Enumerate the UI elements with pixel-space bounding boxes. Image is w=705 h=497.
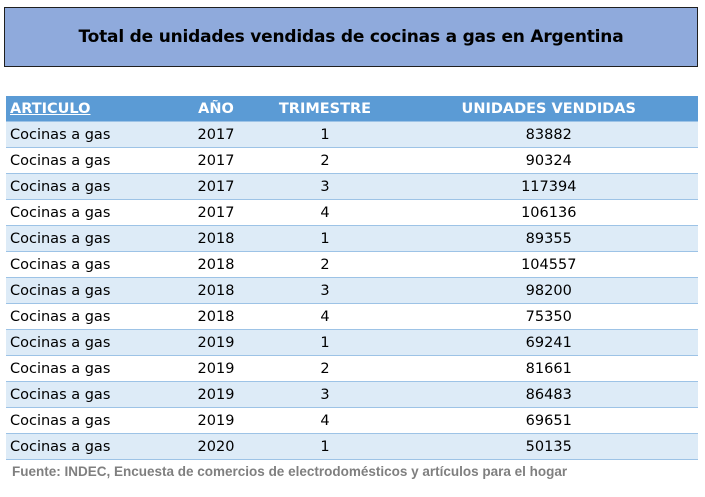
source-note: Fuente: INDEC, Encuesta de comercios de … [12,464,568,479]
cell-trimestre: 3 [251,173,399,200]
cell-ano: 2019 [181,381,251,408]
sales-table: ARTICULO AÑO TRIMESTRE UNIDADES VENDIDAS… [6,96,698,460]
table-row: Cocinas a gas 2018 4 75350 [6,303,698,330]
cell-articulo: Cocinas a gas [6,199,181,226]
cell-articulo: Cocinas a gas [6,121,181,148]
table-header-row: ARTICULO AÑO TRIMESTRE UNIDADES VENDIDAS [6,96,698,122]
table-row: Cocinas a gas 2019 4 69651 [6,407,698,434]
cell-trimestre: 4 [251,303,399,330]
cell-ano: 2019 [181,329,251,356]
cell-ano: 2018 [181,303,251,330]
cell-trimestre: 2 [251,147,399,174]
table-row: Cocinas a gas 2017 2 90324 [6,147,698,174]
cell-trimestre: 1 [251,329,399,356]
cell-ano: 2017 [181,147,251,174]
cell-unidades: 104557 [399,251,698,278]
cell-articulo: Cocinas a gas [6,355,181,382]
cell-unidades: 98200 [399,277,698,304]
cell-trimestre: 1 [251,225,399,252]
title-box: Total de unidades vendidas de cocinas a … [4,7,698,67]
cell-articulo: Cocinas a gas [6,277,181,304]
header-trimestre: TRIMESTRE [251,96,399,122]
table-row: Cocinas a gas 2019 2 81661 [6,355,698,382]
cell-trimestre: 1 [251,121,399,148]
cell-ano: 2018 [181,225,251,252]
page-title: Total de unidades vendidas de cocinas a … [78,27,624,47]
cell-ano: 2017 [181,121,251,148]
cell-unidades: 69651 [399,407,698,434]
cell-unidades: 86483 [399,381,698,408]
cell-trimestre: 3 [251,381,399,408]
table-body: Cocinas a gas 2017 1 83882 Cocinas a gas 2017… [6,121,698,460]
cell-ano: 2019 [181,407,251,434]
table-row: Cocinas a gas 2018 2 104557 [6,251,698,278]
header-ano: AÑO [181,96,251,122]
cell-trimestre: 3 [251,277,399,304]
table-row: Cocinas a gas 2017 3 117394 [6,173,698,200]
header-unidades: UNIDADES VENDIDAS [399,96,698,122]
cell-unidades: 117394 [399,173,698,200]
cell-articulo: Cocinas a gas [6,303,181,330]
cell-ano: 2018 [181,277,251,304]
cell-ano: 2018 [181,251,251,278]
cell-unidades: 75350 [399,303,698,330]
cell-trimestre: 2 [251,251,399,278]
cell-unidades: 90324 [399,147,698,174]
cell-unidades: 83882 [399,121,698,148]
cell-articulo: Cocinas a gas [6,147,181,174]
cell-articulo: Cocinas a gas [6,381,181,408]
cell-trimestre: 4 [251,407,399,434]
header-articulo: ARTICULO [6,96,181,122]
cell-ano: 2017 [181,199,251,226]
cell-articulo: Cocinas a gas [6,407,181,434]
table-row: Cocinas a gas 2019 3 86483 [6,381,698,408]
cell-unidades: 81661 [399,355,698,382]
cell-trimestre: 1 [251,433,399,460]
cell-articulo: Cocinas a gas [6,251,181,278]
table-row: Cocinas a gas 2019 1 69241 [6,329,698,356]
table-row: Cocinas a gas 2020 1 50135 [6,433,698,460]
cell-trimestre: 4 [251,199,399,226]
cell-unidades: 50135 [399,433,698,460]
cell-unidades: 69241 [399,329,698,356]
cell-ano: 2017 [181,173,251,200]
cell-trimestre: 2 [251,355,399,382]
cell-articulo: Cocinas a gas [6,433,181,460]
table-row: Cocinas a gas 2018 1 89355 [6,225,698,252]
cell-articulo: Cocinas a gas [6,329,181,356]
table-row: Cocinas a gas 2017 4 106136 [6,199,698,226]
cell-ano: 2020 [181,433,251,460]
cell-unidades: 106136 [399,199,698,226]
cell-articulo: Cocinas a gas [6,225,181,252]
cell-unidades: 89355 [399,225,698,252]
cell-articulo: Cocinas a gas [6,173,181,200]
table-row: Cocinas a gas 2017 1 83882 [6,121,698,148]
cell-ano: 2019 [181,355,251,382]
table-row: Cocinas a gas 2018 3 98200 [6,277,698,304]
